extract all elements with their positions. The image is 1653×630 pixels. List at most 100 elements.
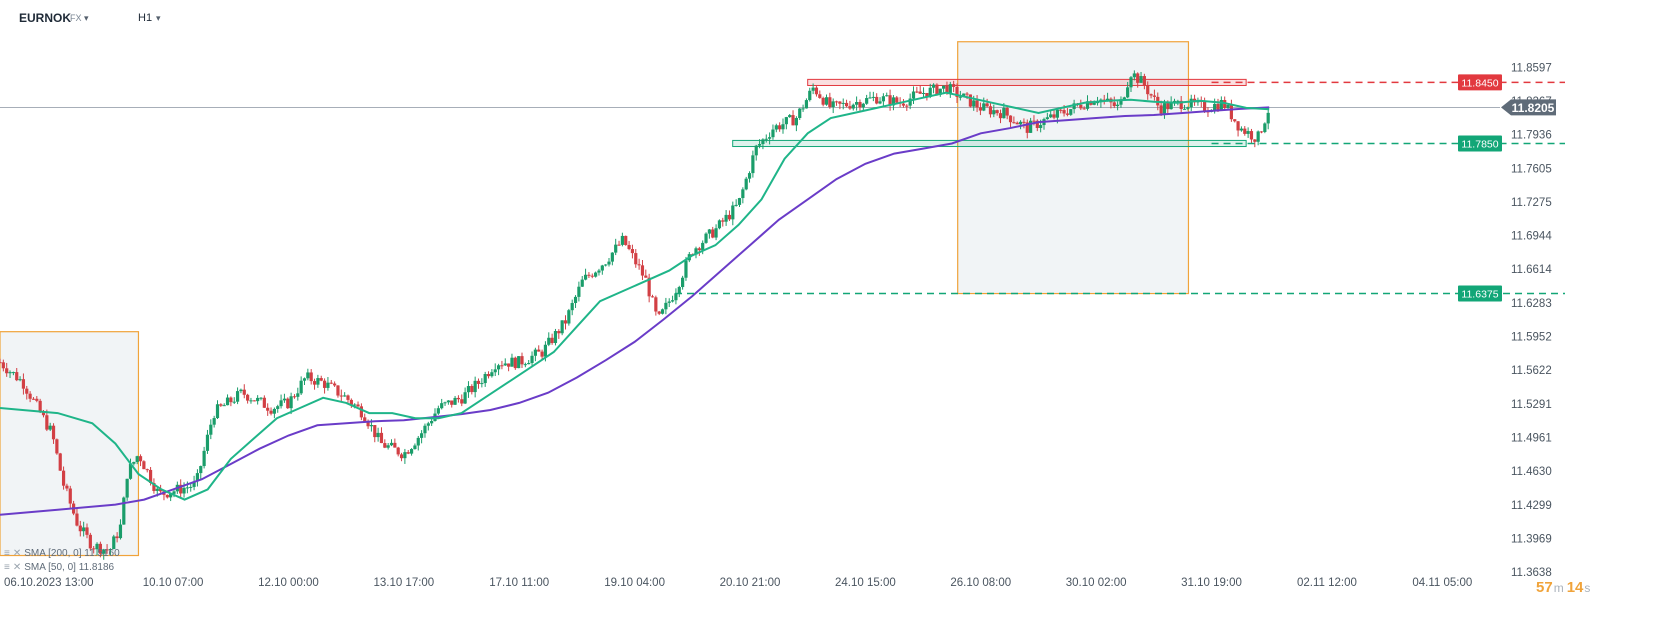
candle-body — [1022, 121, 1026, 123]
candle-body — [373, 425, 377, 438]
candle-body — [450, 400, 454, 405]
candle-body — [1203, 101, 1207, 112]
candle-body — [607, 261, 611, 265]
candle-body — [510, 357, 514, 367]
candle-body — [818, 94, 822, 98]
y-tick-label: 11.6614 — [1511, 264, 1552, 276]
highlight-box — [957, 41, 1190, 295]
candle-body — [965, 93, 969, 95]
candle-body — [828, 97, 832, 108]
candle-body — [928, 87, 932, 97]
countdown-seconds: 14 — [1566, 579, 1584, 596]
candle-body — [256, 397, 260, 402]
candle-body — [5, 368, 9, 374]
candle-body — [369, 425, 374, 427]
candle-body — [1062, 110, 1066, 114]
symbol-name[interactable]: EURNOK — [19, 11, 72, 25]
candle-body — [697, 248, 701, 251]
indicator-settings-icon[interactable]: ≡ — [4, 548, 10, 559]
candle-body — [115, 536, 119, 539]
x-tick-label: 13.10 17:00 — [373, 577, 434, 589]
candle-body — [938, 88, 942, 95]
candle-body — [891, 97, 896, 106]
candle-body — [1105, 98, 1110, 101]
candle-body — [490, 372, 494, 377]
indicator-settings-icon[interactable]: ≡ — [4, 562, 10, 573]
candle-body — [868, 97, 872, 99]
candle-body — [312, 381, 317, 385]
candle-body — [1008, 115, 1013, 123]
level-label-bg — [1458, 135, 1502, 152]
candle-body — [75, 513, 79, 526]
candle-body — [486, 373, 491, 377]
candle-body — [878, 101, 882, 104]
candle-body — [660, 309, 665, 314]
candle-body — [888, 95, 892, 106]
candle-body — [249, 400, 253, 402]
candle-body — [895, 97, 899, 103]
candle-body — [503, 363, 507, 366]
candle-body — [1219, 100, 1223, 111]
candle-body — [1259, 131, 1264, 133]
y-tick-label: 11.7605 — [1511, 163, 1552, 175]
candle-body — [11, 372, 15, 374]
candle-body — [925, 92, 929, 97]
indicator-remove-icon[interactable]: ✕ — [12, 562, 22, 573]
candle-body — [145, 469, 149, 471]
candle-body — [359, 406, 363, 418]
candle-body — [865, 98, 869, 104]
y-tick-label: 11.6283 — [1511, 298, 1552, 310]
candle-body — [135, 456, 139, 462]
timeframe-selector[interactable]: H1 — [138, 12, 153, 24]
symbol-dropdown-icon[interactable]: ▾ — [84, 13, 89, 23]
candle-body — [677, 287, 681, 294]
candle-body — [557, 331, 561, 334]
indicator-sma200-label: SMA [200, 0] 11.5160 — [24, 548, 120, 559]
candle-body — [112, 536, 116, 550]
timeframe-dropdown-icon[interactable]: ▾ — [156, 13, 161, 23]
candle-body — [440, 403, 444, 409]
candle-body — [132, 461, 136, 464]
candle-body — [413, 445, 417, 450]
candle-body — [473, 380, 477, 393]
countdown-minutes-unit: m — [1553, 581, 1564, 595]
candle-body — [456, 397, 461, 400]
candle-body — [881, 96, 885, 102]
candle-body — [1236, 121, 1240, 131]
candle-body — [85, 527, 89, 535]
candle-body — [1002, 107, 1006, 119]
candle-body — [319, 378, 323, 381]
candle-body — [125, 478, 129, 498]
candle-body — [945, 85, 949, 94]
candle-body — [958, 96, 962, 98]
candle-body — [476, 380, 481, 384]
candle-body — [446, 400, 450, 403]
candle-body — [38, 400, 42, 413]
candle-body — [8, 372, 12, 374]
candle-body — [1169, 101, 1173, 110]
candle-body — [48, 425, 52, 430]
candle-body — [594, 272, 598, 277]
candle-body — [1035, 120, 1039, 128]
candle-body — [209, 424, 213, 435]
y-tick-label: 11.6944 — [1511, 231, 1552, 243]
candle-body — [1039, 125, 1043, 128]
candle-body — [768, 137, 772, 139]
x-tick-label: 10.10 07:00 — [143, 577, 204, 589]
candle-body — [731, 205, 735, 220]
indicator-sma50[interactable]: ≡ ✕ SMA [50, 0] 11.8186 — [4, 562, 114, 573]
candle-body — [272, 408, 276, 414]
candle-body — [426, 423, 430, 426]
candle-body — [751, 155, 755, 174]
indicator-remove-icon[interactable]: ✕ — [12, 548, 22, 559]
candle-body — [995, 110, 999, 114]
candle-body — [1136, 73, 1140, 83]
indicator-sma50-label: SMA [50, 0] 11.8186 — [24, 562, 115, 573]
candle-body — [1266, 112, 1270, 124]
candle-body — [650, 296, 655, 298]
candle-body — [901, 103, 906, 106]
indicator-sma200[interactable]: ≡ ✕ SMA [200, 0] 11.5160 — [4, 548, 120, 559]
candle-body — [507, 363, 511, 367]
x-tick-label: 26.10 08:00 — [950, 577, 1011, 589]
